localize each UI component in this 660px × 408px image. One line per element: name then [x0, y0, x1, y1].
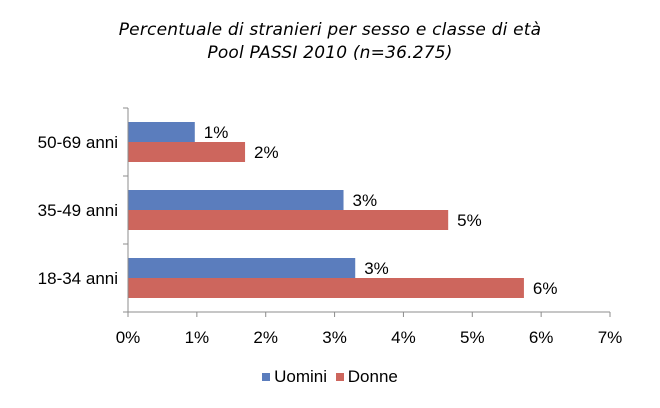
- legend-label-donne: Donne: [347, 367, 398, 386]
- data-label-donne-3: 6%: [533, 279, 558, 298]
- x-tick-label: 3%: [322, 328, 347, 347]
- legend-swatch-donne: [335, 373, 344, 381]
- chart-title: Percentuale di stranieri per sesso e cla…: [118, 20, 542, 40]
- bar-uomini-3: [128, 258, 356, 278]
- x-tick-label: 0%: [116, 328, 141, 347]
- legend-label-uomini: Uomini: [274, 367, 328, 386]
- bar-uomini-2: [128, 190, 344, 210]
- chart-subtitle: Pool PASSI 2010 (n=36.275): [207, 43, 453, 63]
- category-label-2: 35-49 anni: [38, 201, 118, 220]
- x-tick-label: 4%: [391, 328, 416, 347]
- legend: Uomini Donne: [0, 366, 660, 387]
- category-label-3: 18-34 anni: [38, 269, 118, 288]
- legend-item-donne: Donne: [335, 367, 398, 387]
- data-label-donne-2: 5%: [457, 211, 482, 230]
- legend-item-uomini: Uomini: [262, 367, 327, 387]
- data-label-uomini-1: 1%: [204, 123, 229, 142]
- data-label-uomini-3: 3%: [364, 259, 389, 278]
- bar-donne-3: [128, 278, 524, 298]
- data-label-uomini-2: 3%: [353, 191, 378, 210]
- x-tick-label: 6%: [529, 328, 554, 347]
- x-tick-label: 7%: [598, 328, 623, 347]
- bar-donne-2: [128, 210, 449, 230]
- data-label-donne-1: 2%: [254, 143, 279, 162]
- category-label-1: 50-69 anni: [38, 133, 118, 152]
- bar-donne-1: [128, 142, 246, 162]
- bar-uomini-1: [128, 122, 195, 142]
- x-tick-label: 5%: [460, 328, 485, 347]
- legend-swatch-uomini: [262, 373, 271, 381]
- x-tick-label: 2%: [253, 328, 278, 347]
- x-tick-label: 1%: [185, 328, 210, 347]
